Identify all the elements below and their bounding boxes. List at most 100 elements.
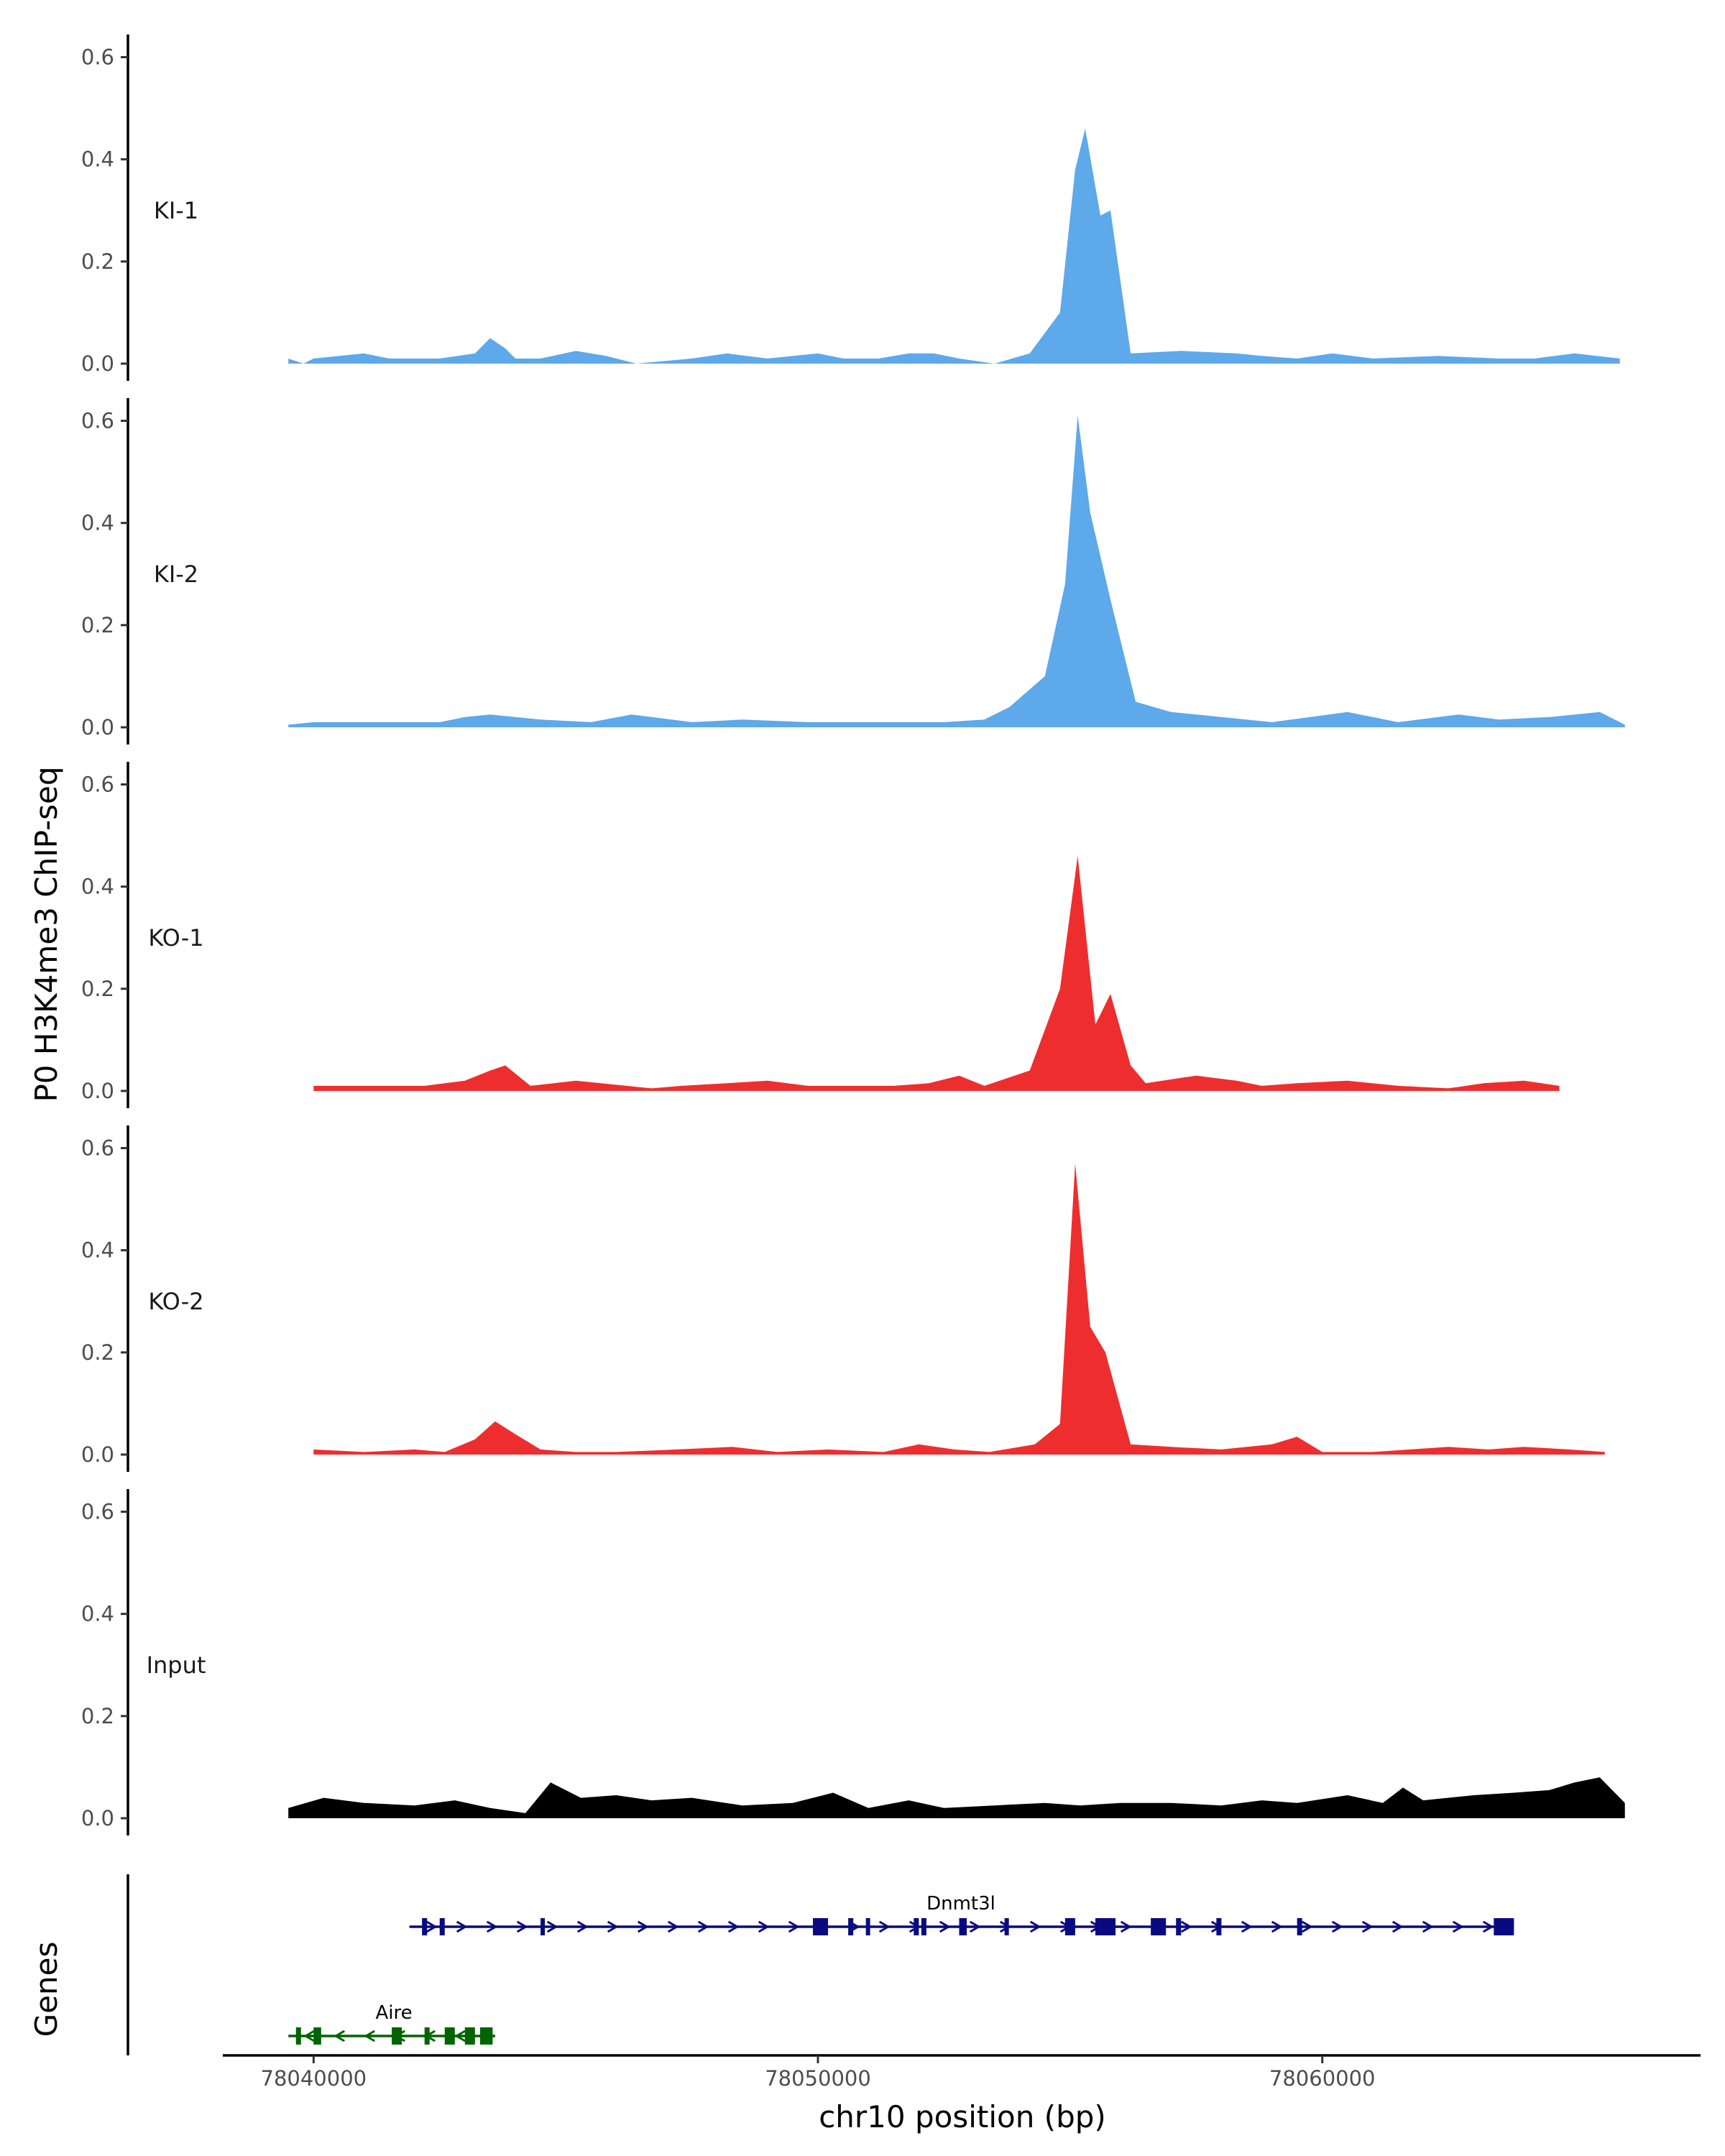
strand-arrow xyxy=(1301,1920,1313,1933)
strand-arrow xyxy=(1452,1920,1464,1933)
track-panel: 0.0 0.2 0.4 0.6 Input xyxy=(81,1489,1625,1835)
gene-exon xyxy=(1216,1918,1222,1935)
y-tick-label: 0.0 xyxy=(81,351,114,376)
gene-exon xyxy=(1095,1918,1116,1935)
track-panel: 0.0 0.2 0.4 0.6 KI-1 xyxy=(81,34,1620,381)
y-tick-label: 0.2 xyxy=(81,1340,114,1365)
track-panel: 0.0 0.2 0.4 0.6 KO-2 xyxy=(81,1125,1605,1472)
strand-arrow xyxy=(667,1920,679,1933)
gene-exon xyxy=(865,1918,870,1935)
strand-arrow xyxy=(576,1920,589,1933)
strand-arrow xyxy=(454,2030,466,2042)
strand-arrow xyxy=(697,1920,709,1933)
strand-arrow xyxy=(1331,1920,1343,1933)
gene-exon xyxy=(1151,1918,1167,1935)
track-label: Input xyxy=(147,1651,206,1679)
strand-arrow xyxy=(1120,1920,1132,1933)
y-tick-label: 0.2 xyxy=(81,1704,114,1728)
strand-arrow xyxy=(303,2030,315,2042)
gene-exon xyxy=(1297,1918,1302,1935)
signal-area xyxy=(313,1163,1605,1455)
y-tick-label: 0.2 xyxy=(81,613,114,637)
gene-exon xyxy=(1064,1918,1075,1935)
y-tick-label: 0.6 xyxy=(81,1500,114,1524)
strand-arrow xyxy=(1241,1920,1253,1933)
gene-model: Dnmt3l xyxy=(409,1893,1514,1935)
track-label: KO-1 xyxy=(148,924,203,952)
gene-exon xyxy=(295,2027,301,2045)
gene-exon xyxy=(848,1918,854,1935)
strand-arrow xyxy=(1029,1920,1041,1933)
gene-exon xyxy=(439,1918,445,1935)
strand-arrow xyxy=(939,1920,951,1933)
gene-exon xyxy=(921,1918,926,1935)
gene-exon xyxy=(444,2027,455,2045)
strand-arrow xyxy=(1180,1920,1192,1933)
track-label: KO-2 xyxy=(148,1288,203,1315)
gene-exon xyxy=(479,2027,493,2045)
x-tick-label: 78050000 xyxy=(765,2066,871,2091)
y-tick-label: 0.6 xyxy=(81,409,114,433)
gene-exon xyxy=(959,1918,967,1935)
gene-exon xyxy=(313,2027,321,2045)
y-tick-label: 0.4 xyxy=(81,1602,114,1626)
strand-arrow xyxy=(727,1920,740,1933)
tracks-layer: 0.00.20.40.6KI-10.00.20.40.6KI-20.00.20.… xyxy=(81,34,1625,1835)
y-tick-label: 0.2 xyxy=(81,977,114,1001)
gene-exon xyxy=(914,1918,919,1935)
strand-arrow xyxy=(1271,1920,1283,1933)
track-label: KI-2 xyxy=(154,561,198,588)
strand-arrow xyxy=(334,2030,345,2042)
y-tick-label: 0.2 xyxy=(81,249,114,274)
y-tick-label: 0.0 xyxy=(81,1079,114,1103)
gene-exon xyxy=(1494,1918,1514,1935)
gene-model: Aire xyxy=(288,2002,495,2045)
gene-exon xyxy=(424,2027,430,2045)
y-tick-label: 0.6 xyxy=(81,1136,114,1161)
gene-exon xyxy=(1176,1918,1182,1935)
strand-arrow xyxy=(456,1920,468,1933)
strand-arrow xyxy=(878,1920,891,1933)
strand-arrow xyxy=(607,1920,619,1933)
strand-arrow xyxy=(1361,1920,1374,1933)
gene-exon xyxy=(812,1918,829,1935)
signal-area xyxy=(288,415,1625,727)
strand-arrow xyxy=(637,1920,649,1933)
strand-arrow xyxy=(516,1920,528,1933)
gene-exon xyxy=(1004,1918,1009,1935)
y-tick-label: 0.4 xyxy=(81,511,114,535)
strand-arrow xyxy=(486,1920,498,1933)
signal-area xyxy=(288,129,1620,364)
gene-exon xyxy=(392,2027,402,2045)
signal-area xyxy=(288,1777,1625,1818)
strand-arrow xyxy=(969,1920,981,1933)
strand-arrow xyxy=(426,1920,438,1933)
signal-area xyxy=(313,856,1560,1091)
gene-exon xyxy=(540,1918,546,1935)
y-tick-label: 0.0 xyxy=(81,1442,114,1467)
y-tick-label: 0.0 xyxy=(81,715,114,740)
x-tick-label: 78060000 xyxy=(1269,2066,1376,2091)
x-tick-label: 78040000 xyxy=(261,2066,367,2091)
y-axis-title: P0 H3K4me3 ChIP-seq xyxy=(29,766,64,1102)
track-panel: 0.0 0.2 0.4 0.6 KO-1 xyxy=(81,762,1560,1108)
genes-layer: Dnmt3l Aire xyxy=(126,1874,1514,2055)
genes-axis-title: Genes xyxy=(29,1942,64,2037)
strand-arrow xyxy=(1422,1920,1434,1933)
track-label: KI-1 xyxy=(154,197,198,224)
strand-arrow xyxy=(1392,1920,1404,1933)
gene-label: Aire xyxy=(375,2002,412,2024)
y-tick-label: 0.6 xyxy=(81,45,114,70)
y-tick-label: 0.4 xyxy=(81,147,114,172)
gene-exon xyxy=(464,2027,475,2045)
gene-label: Dnmt3l xyxy=(926,1893,995,1915)
y-tick-label: 0.6 xyxy=(81,773,114,797)
strand-arrow xyxy=(546,1920,558,1933)
strand-arrow xyxy=(788,1920,800,1933)
strand-arrow xyxy=(758,1920,770,1933)
x-axis: 78040000 78050000 78060000 xyxy=(223,2054,1701,2091)
y-tick-label: 0.0 xyxy=(81,1806,114,1830)
y-tick-label: 0.4 xyxy=(81,1238,114,1263)
y-tick-label: 0.4 xyxy=(81,875,114,899)
